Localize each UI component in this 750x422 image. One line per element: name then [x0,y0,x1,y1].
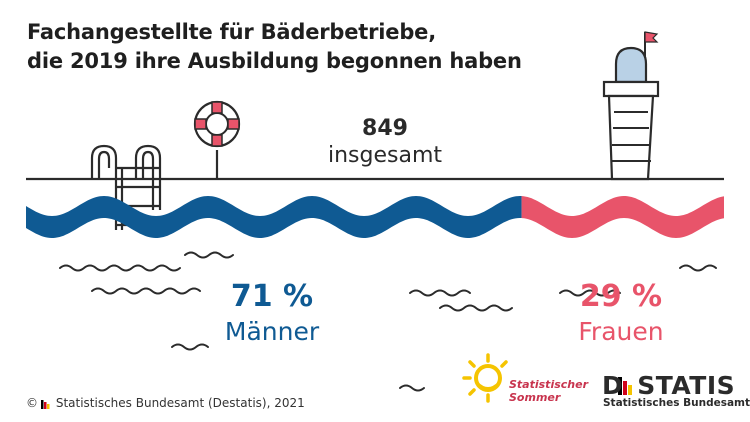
water-ripple [399,384,425,392]
destatis-subtitle: Statistisches Bundesamt [603,397,750,409]
sun-icon [462,353,508,403]
water-ripple [439,304,513,312]
source-footer: © Statistisches Bundesamt (Destatis), 20… [26,396,305,410]
wave-segment-maenner [26,196,522,238]
water-ripple [91,287,201,295]
total-label: insgesamt [327,143,443,168]
wave-segment-frauen [521,196,724,238]
category-label-maenner: Männer [225,317,320,346]
destatis-wordmark: STATIS [637,371,736,400]
statistischer-sommer-line-2: Sommer [509,391,561,404]
value-label-frauen: 29 % [580,279,662,314]
lifeguard-tower-icon [602,31,660,181]
source-text: Statistisches Bundesamt (Destatis), 2021 [55,396,305,410]
value-label-maenner: 71 % [231,279,313,314]
statistischer-sommer-line-1: Statistischer [509,378,588,391]
category-label-frauen: Frauen [578,317,663,346]
destatis-footer-logo-icon [41,400,50,409]
water-ripple [184,251,234,259]
chart-title-line-2: die 2019 ihre Ausbildung begonnen haben [27,49,522,73]
water-ripple [559,289,621,297]
copyright-symbol: © [26,396,42,410]
water-ripple [59,264,181,272]
water-ripple [171,343,209,351]
destatis-logo-icon [618,377,632,395]
life-ring-icon [193,100,241,179]
total-value: 849 [362,116,408,141]
water-ripples [59,251,717,392]
water-ripple [409,289,471,297]
destatis-logo-text: D STATIS [602,371,736,400]
water-ripple [679,264,717,272]
chart-title-line-1: Fachangestellte für Bäderbetriebe, [27,20,436,44]
